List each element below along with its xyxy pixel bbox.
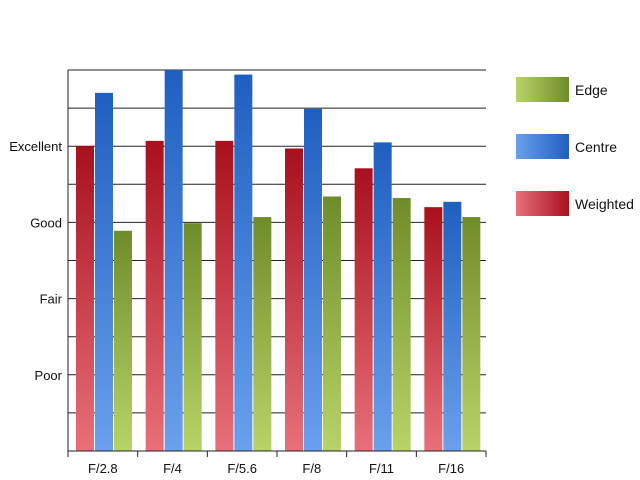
x-tick-label: F/8	[302, 461, 321, 476]
y-tick-labels: Poor Fair Good Excellent	[9, 139, 62, 383]
bar-weighted-0	[76, 146, 94, 451]
bar-weighted-2	[215, 140, 234, 451]
legend-swatch-edge	[516, 77, 569, 102]
legend-label-weighted: Weighted	[575, 196, 634, 212]
bar-edge-4	[392, 198, 411, 451]
x-tick-label: F/2.8	[88, 461, 118, 476]
bar-edge-0	[114, 230, 132, 451]
bar-centre-3	[304, 108, 322, 451]
bar-centre-2	[234, 74, 253, 452]
bar-edge-3	[323, 196, 341, 451]
bar-edge-1	[183, 223, 202, 451]
y-tick-label-poor: Poor	[35, 368, 63, 383]
y-tick-label-excellent: Excellent	[9, 139, 62, 154]
bar-centre-4	[373, 142, 392, 451]
bar-edge-2	[253, 217, 272, 451]
y-tick-label-fair: Fair	[40, 292, 63, 307]
axes	[67, 70, 487, 457]
x-tick-labels: F/2.8 F/4 F/5.6 F/8 F/11 F/16	[88, 461, 464, 476]
legend: Edge Centre Weighted	[516, 77, 634, 216]
bar-centre-5	[443, 201, 462, 451]
legend-label-edge: Edge	[575, 82, 608, 98]
bar-weighted-4	[354, 168, 373, 451]
bars	[76, 70, 481, 452]
bar-weighted-1	[145, 140, 164, 451]
bar-edge-5	[462, 217, 481, 451]
legend-swatch-centre	[516, 134, 569, 159]
x-tick-label: F/5.6	[227, 461, 257, 476]
bar-weighted-5	[424, 207, 443, 451]
bar-centre-1	[164, 70, 183, 451]
y-tick-label-good: Good	[30, 215, 62, 230]
x-tick-label: F/16	[438, 461, 464, 476]
bar-centre-0	[95, 92, 113, 452]
bar-weighted-3	[285, 148, 303, 451]
x-tick-label: F/4	[163, 461, 182, 476]
x-tick-label: F/11	[369, 461, 394, 476]
legend-label-centre: Centre	[575, 139, 617, 155]
legend-swatch-weighted	[516, 191, 569, 216]
gridlines	[68, 69, 486, 414]
